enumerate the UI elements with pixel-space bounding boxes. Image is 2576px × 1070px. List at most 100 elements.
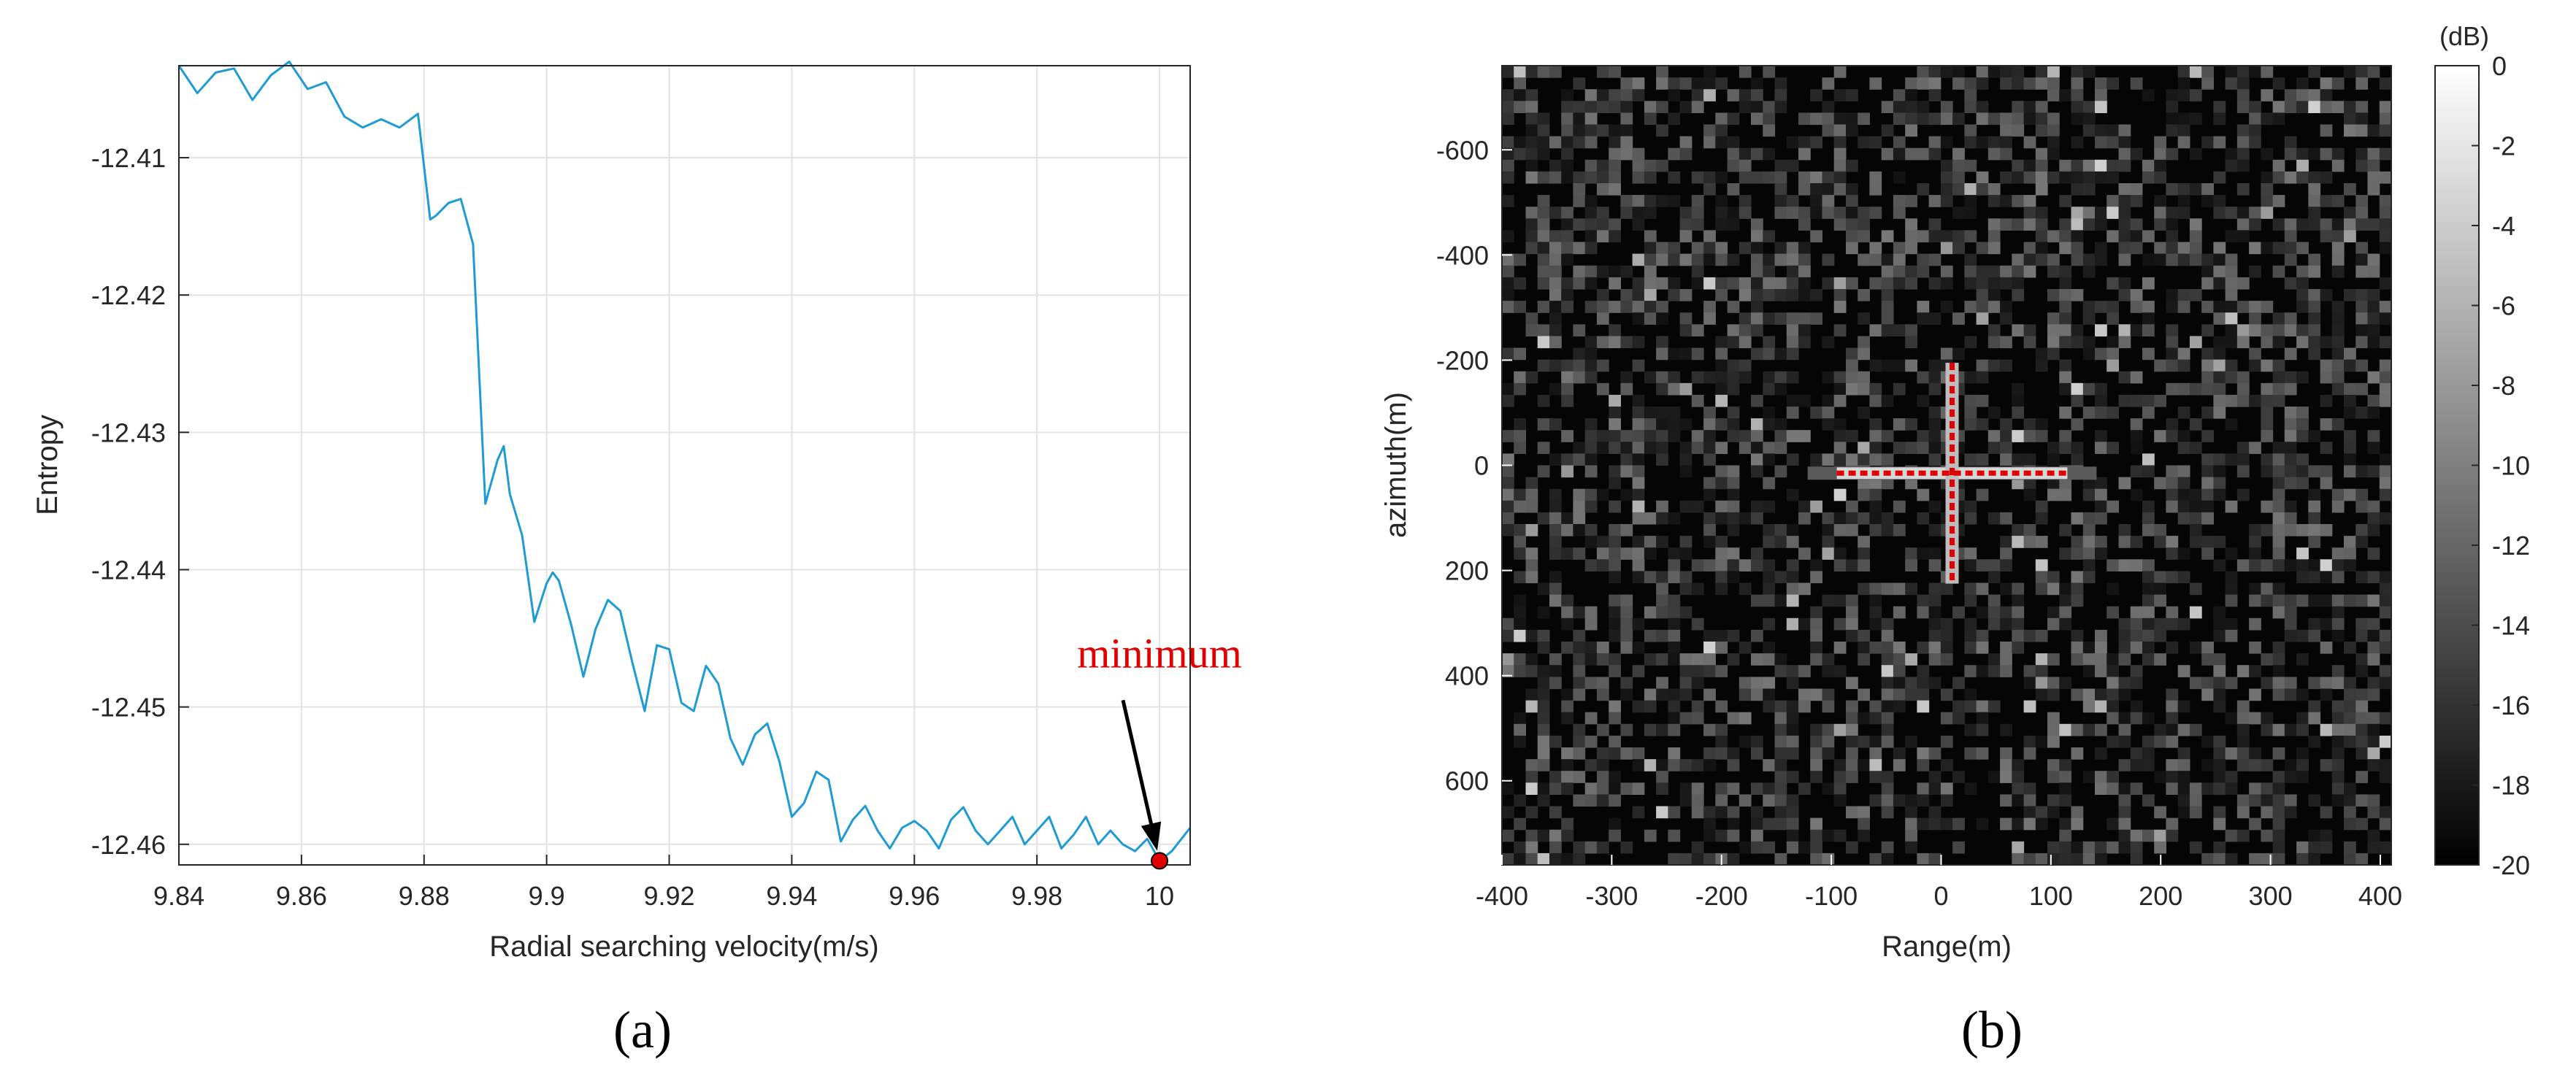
chart-b-heatmap-cell [2000, 171, 2012, 184]
chart-b-heatmap-cell [2284, 347, 2297, 361]
chart-b-heatmap-cell [2035, 559, 2048, 571]
chart-b-heatmap-cell [2166, 700, 2179, 713]
chart-b-heatmap-cell [2107, 817, 2119, 831]
chart-b-heatmap-cell [1525, 218, 1538, 231]
chart-b-heatmap-cell [1609, 66, 1621, 78]
chart-b-heatmap-cell [1917, 371, 1930, 384]
chart-b-heatmap-cell [1822, 371, 1835, 384]
chart-b-heatmap-cell [1833, 124, 1847, 137]
chart-b-heatmap-cell [2344, 488, 2356, 501]
chart-b-heatmap-cell [1727, 336, 1740, 349]
chart-b-heatmap-cell [2012, 124, 2025, 137]
chart-b-heatmap-cell [1774, 253, 1787, 266]
chart-b-heatmap-cell [1893, 253, 1906, 266]
chart-b-heatmap-cell [1525, 653, 1538, 666]
chart-b-heatmap-cell [2213, 312, 2226, 325]
chart-b-heatmap-cell [2130, 617, 2143, 631]
chart-b-xtick-label: 200 [2139, 881, 2182, 911]
chart-b-heatmap-cell [2367, 301, 2380, 313]
chart-b-heatmap-cell [2379, 477, 2392, 490]
chart-b-heatmap-cell [1596, 536, 1609, 548]
chart-b-heatmap-cell [2023, 700, 2036, 713]
chart-b-heatmap-cell [1893, 688, 1906, 701]
chart-b-heatmap-cell [2177, 617, 2190, 631]
chart-b-heatmap-cell [1596, 218, 1609, 231]
chart-b-heatmap-cell [2367, 394, 2380, 407]
chart-b-heatmap-cell [1715, 253, 1728, 266]
chart-b-heatmap-cell [1928, 382, 1941, 396]
chart-b-heatmap-cell [1774, 712, 1787, 725]
chart-b-heatmap-cell [1881, 712, 1894, 725]
chart-b-heatmap-cell [2261, 171, 2274, 184]
chart-b-heatmap-cell [2344, 230, 2356, 243]
chart-b-heatmap-cell [2284, 794, 2297, 807]
chart-b-heatmap-cell [2000, 771, 2012, 783]
chart-b-heatmap-cell [2249, 665, 2261, 677]
chart-b-heatmap-cell [1609, 147, 1621, 161]
chart-b-heatmap-cell [2166, 642, 2179, 654]
chart-b-heatmap-cell [2095, 430, 2107, 442]
chart-b-heatmap-cell [1869, 500, 1882, 513]
chart-b-heatmap-cell [2249, 394, 2261, 407]
chart-b-heatmap-cell [1609, 159, 1621, 172]
chart-b-heatmap-cell [1833, 147, 1847, 161]
chart-b-heatmap-cell [1774, 852, 1787, 866]
chart-b-heatmap-cell [2225, 418, 2238, 431]
chart-b-heatmap-cell [1632, 277, 1645, 290]
chart-b-heatmap-cell [1679, 536, 1693, 548]
chart-b-heatmap-cell [1786, 771, 1799, 783]
chart-b-heatmap-cell [2367, 653, 2380, 666]
chart-b-heatmap-cell [1537, 147, 1550, 161]
chart-b-heatmap-cell [2177, 700, 2190, 713]
chart-b-heatmap-cell [2130, 665, 2143, 677]
chart-b-heatmap-cell [1964, 301, 1977, 313]
chart-b-heatmap-cell [1537, 582, 1550, 596]
chart-b-heatmap-cell [1703, 89, 1716, 101]
chart-b-heatmap-cell [1584, 782, 1598, 795]
chart-b-heatmap-cell [2059, 594, 2072, 607]
chart-b-heatmap-cell [2012, 77, 2025, 90]
chart-b-heatmap-cell [2082, 571, 2096, 584]
chart-b-heatmap-cell [1751, 312, 1763, 325]
chart-b-heatmap-cell [1727, 359, 1740, 372]
chart-b-heatmap-cell [2166, 723, 2179, 736]
chart-b-heatmap-cell [1727, 371, 1740, 384]
chart-b-heatmap-cell [2082, 512, 2096, 525]
chart-b-heatmap-cell [1917, 747, 1930, 760]
chart-b-heatmap-cell [2213, 629, 2226, 642]
chart-b-heatmap-cell [1987, 665, 2001, 677]
chart-b-heatmap-cell [1668, 629, 1681, 642]
chart-b-heatmap-cell [1987, 112, 2001, 126]
chart-b-heatmap-cell [1905, 324, 1917, 336]
chart-b-heatmap-cell [1609, 218, 1621, 231]
chart-b-heatmap-cell [2082, 265, 2096, 278]
chart-b-heatmap-cell [2142, 171, 2155, 184]
chart-b-heatmap-cell [2261, 112, 2274, 126]
chart-b-heatmap-cell [2107, 559, 2119, 571]
chart-b-heatmap-cell [2082, 171, 2096, 184]
chart-b-heatmap-cell [1833, 723, 1847, 736]
chart-b-heatmap-cell [1881, 430, 1894, 442]
chart-b-heatmap-cell [1952, 183, 1965, 196]
chart-b-heatmap-cell [1917, 101, 1930, 113]
colorbar-tick-label: 0 [2492, 51, 2507, 81]
chart-b-heatmap-cell [1596, 771, 1609, 783]
chart-b-heatmap-cell [1549, 571, 1562, 584]
chart-b-heatmap-cell [1964, 230, 1977, 243]
chart-b-heatmap-cell [1881, 617, 1894, 631]
chart-b-heatmap-cell [1620, 89, 1633, 101]
chart-b-heatmap-cell [1679, 324, 1693, 336]
chart-b-heatmap-cell [1656, 77, 1668, 90]
chart-b-heatmap-cell [2249, 301, 2261, 313]
chart-b-heatmap-cell [2047, 112, 2060, 126]
chart-b-heatmap-cell [1751, 688, 1763, 701]
chart-b-heatmap-cell [1751, 289, 1763, 301]
chart-b-heatmap-cell [1751, 112, 1763, 126]
chart-b-heatmap-cell [1537, 723, 1550, 736]
chart-b-heatmap-cell [1810, 629, 1822, 642]
chart-b-heatmap-cell [1786, 747, 1799, 760]
chart-b-heatmap-cell [2225, 371, 2238, 384]
chart-b-heatmap-cell [1928, 312, 1941, 325]
chart-b-heatmap-cell [2201, 301, 2214, 313]
chart-b-heatmap-cell [1869, 242, 1882, 255]
